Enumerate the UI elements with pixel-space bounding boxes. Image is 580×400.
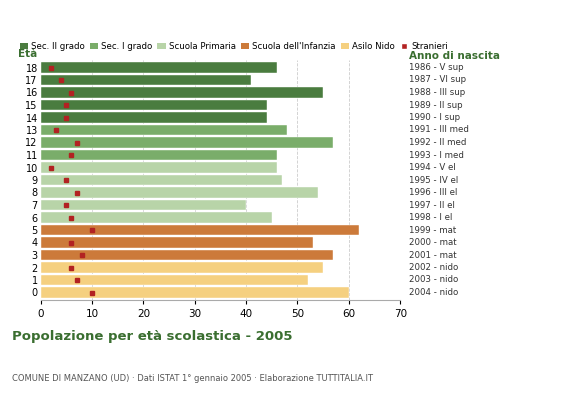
Text: 2002 - nido: 2002 - nido xyxy=(409,263,458,272)
Text: 1990 - I sup: 1990 - I sup xyxy=(409,113,460,122)
Bar xyxy=(41,62,277,73)
Text: 1997 - II el: 1997 - II el xyxy=(409,200,455,210)
Text: 1991 - III med: 1991 - III med xyxy=(409,126,469,134)
Text: 1995 - IV el: 1995 - IV el xyxy=(409,176,458,184)
Text: Età: Età xyxy=(18,49,37,59)
Bar xyxy=(41,200,246,210)
Bar xyxy=(41,187,318,198)
Bar xyxy=(41,150,277,160)
Text: 1987 - VI sup: 1987 - VI sup xyxy=(409,76,466,84)
Text: 2000 - mat: 2000 - mat xyxy=(409,238,456,247)
Text: 1998 - I el: 1998 - I el xyxy=(409,213,452,222)
Text: 2004 - nido: 2004 - nido xyxy=(409,288,458,297)
Bar xyxy=(41,162,277,173)
Text: COMUNE DI MANZANO (UD) · Dati ISTAT 1° gennaio 2005 · Elaborazione TUTTITALIA.IT: COMUNE DI MANZANO (UD) · Dati ISTAT 1° g… xyxy=(12,374,372,383)
Text: 1996 - III el: 1996 - III el xyxy=(409,188,457,197)
Bar xyxy=(41,125,287,135)
Bar xyxy=(41,275,308,285)
Bar xyxy=(41,287,349,298)
Bar xyxy=(41,112,267,123)
Bar xyxy=(41,237,313,248)
Bar xyxy=(41,175,282,185)
Bar xyxy=(41,250,333,260)
Bar xyxy=(41,262,323,273)
Bar xyxy=(41,87,323,98)
Bar xyxy=(41,212,272,223)
Text: 1999 - mat: 1999 - mat xyxy=(409,226,456,234)
Text: 1988 - III sup: 1988 - III sup xyxy=(409,88,465,97)
Bar xyxy=(41,100,267,110)
Text: 1994 - V el: 1994 - V el xyxy=(409,163,456,172)
Bar xyxy=(41,225,359,235)
Bar xyxy=(41,137,333,148)
Text: Popolazione per età scolastica - 2005: Popolazione per età scolastica - 2005 xyxy=(12,330,292,343)
Text: 2001 - mat: 2001 - mat xyxy=(409,250,456,260)
Text: 1992 - II med: 1992 - II med xyxy=(409,138,466,147)
Text: Anno di nascita: Anno di nascita xyxy=(409,51,500,61)
Text: 2003 - nido: 2003 - nido xyxy=(409,276,458,284)
Legend: Sec. II grado, Sec. I grado, Scuola Primaria, Scuola dell'Infanzia, Asilo Nido, : Sec. II grado, Sec. I grado, Scuola Prim… xyxy=(20,42,448,51)
Text: 1986 - V sup: 1986 - V sup xyxy=(409,63,463,72)
Bar xyxy=(41,75,251,85)
Text: 1989 - II sup: 1989 - II sup xyxy=(409,100,462,110)
Text: 1993 - I med: 1993 - I med xyxy=(409,150,464,160)
